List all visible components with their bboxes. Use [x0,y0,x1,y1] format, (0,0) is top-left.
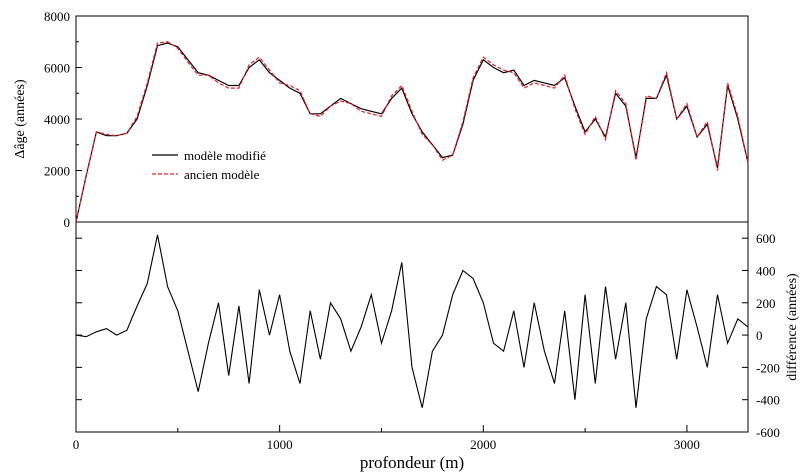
series-line-difference [75,234,749,408]
top-panel: 0 2000 4000 6000 8000 Δâge (années) modèle m… [13,9,749,230]
bottom-panel-frame [75,221,749,433]
legend: modèle modifié ancien modèle [145,140,305,186]
bottom-y-tick-label-0: -600 [756,425,780,440]
legend-label-modele-modifie: modèle modifié [184,148,266,163]
top-series-group [75,41,749,223]
bottom-y-tick-label-6: 600 [756,231,776,246]
bottom-y-tick-label-2: -200 [756,360,780,375]
x-axis-title: profondeur (m) [360,453,464,472]
top-y-ticks: 0 2000 4000 6000 8000 [44,9,82,230]
bottom-y-tick-label-5: 400 [756,263,776,278]
x-tick-label-2: 2000 [470,437,496,452]
bottom-x-ticks: 0 1000 2000 3000 [73,425,700,452]
bottom-y-tick-label-4: 200 [756,296,776,311]
x-tick-label-3: 3000 [674,437,700,452]
bottom-y-ticks: -600 -400 -200 0 200 400 600 [76,231,780,440]
legend-label-ancien-modele: ancien modèle [184,167,260,182]
x-tick-label-1: 1000 [267,437,293,452]
bottom-series-group [75,234,749,408]
top-y-tick-label-2: 4000 [44,112,70,127]
top-y-tick-label-3: 6000 [44,61,70,76]
top-y-tick-label-0: 0 [64,215,71,230]
bottom-panel: -600 -400 -200 0 200 400 600 0 1000 2000 3000 pro… [73,221,800,472]
top-y-tick-label-1: 2000 [44,164,70,179]
x-tick-label-0: 0 [73,437,80,452]
series-line-ancien-modele [75,41,749,223]
bottom-y-axis-title: différence (années) [785,273,800,381]
top-y-axis-title: Δâge (années) [13,79,28,159]
bottom-y-tick-label-1: -400 [756,393,780,408]
series-line-modele-modifie [75,42,749,223]
bottom-y-tick-label-3: 0 [756,328,763,343]
legend-box [145,140,305,186]
top-y-tick-label-4: 8000 [44,9,70,24]
